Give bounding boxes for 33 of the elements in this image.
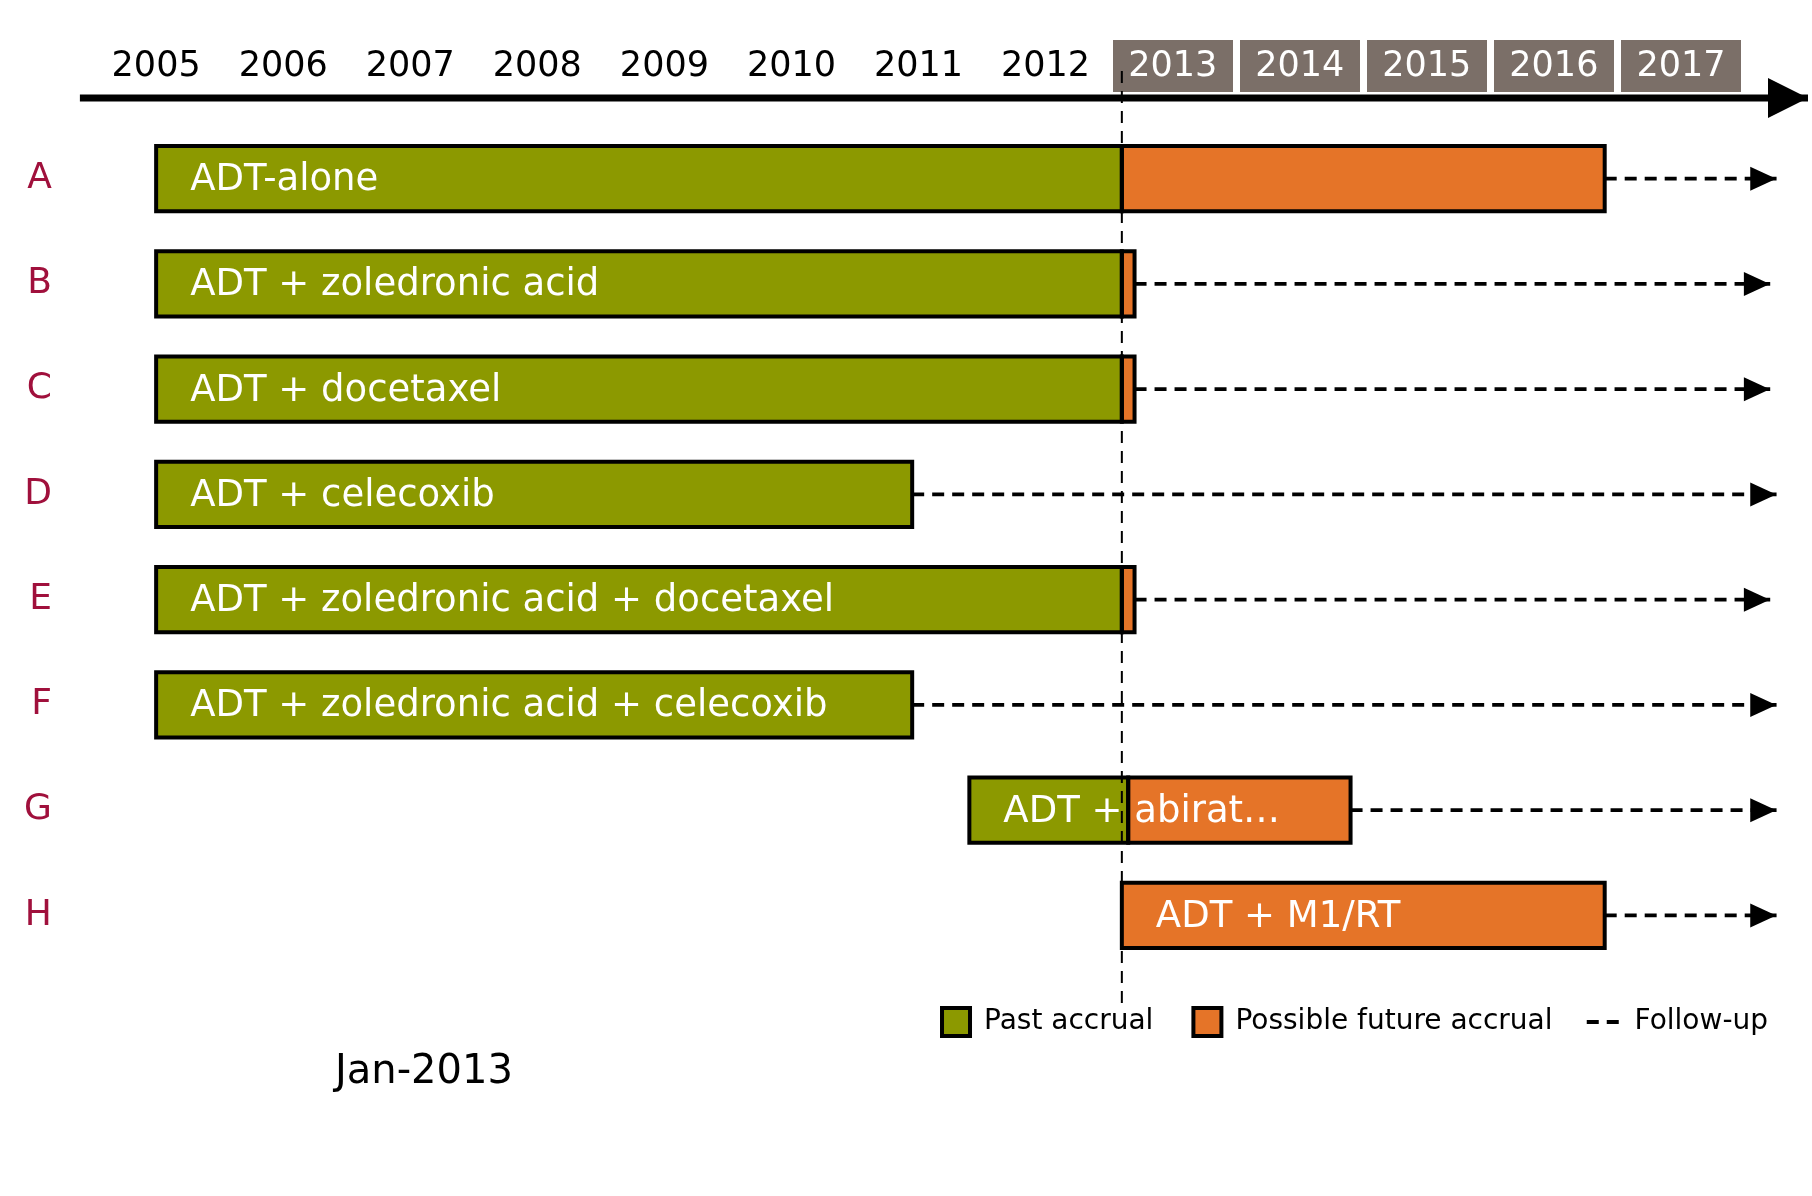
y-tick-label: A [27,154,53,196]
x-tick-label: 2010 [746,44,837,85]
x-tick-label: 2014 [1255,44,1345,85]
y-tick-label: C [26,365,52,407]
x-tick-label: 2011 [874,44,964,85]
text: Jan-2013 [332,1046,513,1093]
annotation: ADT-alone [190,156,379,200]
y-tick-label: B [27,260,52,302]
annotation: ADT + celecoxib [190,471,495,515]
annotation: ADT + zoledronic acid + docetaxel [190,577,835,621]
annotation: ADT + M1/RT [1155,892,1401,936]
x-tick-label: 2009 [619,44,709,85]
annotation: ADT + zoledronic acid + celecoxib [190,682,828,726]
x-tick-label: 2013 [1128,44,1218,85]
x-tick-label: 2008 [492,44,582,85]
y-tick-label: H [24,891,52,933]
annotation: ADT + abirat… [1003,787,1281,831]
legend-label: Past accrual [984,1003,1154,1037]
y-tick-label: E [29,575,52,617]
x-tick-label: 2006 [238,44,328,85]
y-tick-label: D [24,470,52,512]
x-tick-label: 2016 [1509,44,1599,85]
y-tick-label: F [31,681,52,723]
annotation: ADT + zoledronic acid [190,261,600,305]
legend-label: Possible future accrual [1235,1003,1553,1037]
legend-label: Follow-up [1634,1003,1768,1037]
x-tick-label: 2007 [365,44,455,85]
x-tick-label: 2015 [1382,44,1472,85]
x-tick-label: 2005 [111,44,201,85]
annotation: ADT + docetaxel [190,366,502,410]
y-tick-label: G [23,786,52,828]
x-tick-label: 2012 [1001,44,1091,85]
x-tick-label: 2017 [1636,44,1726,85]
